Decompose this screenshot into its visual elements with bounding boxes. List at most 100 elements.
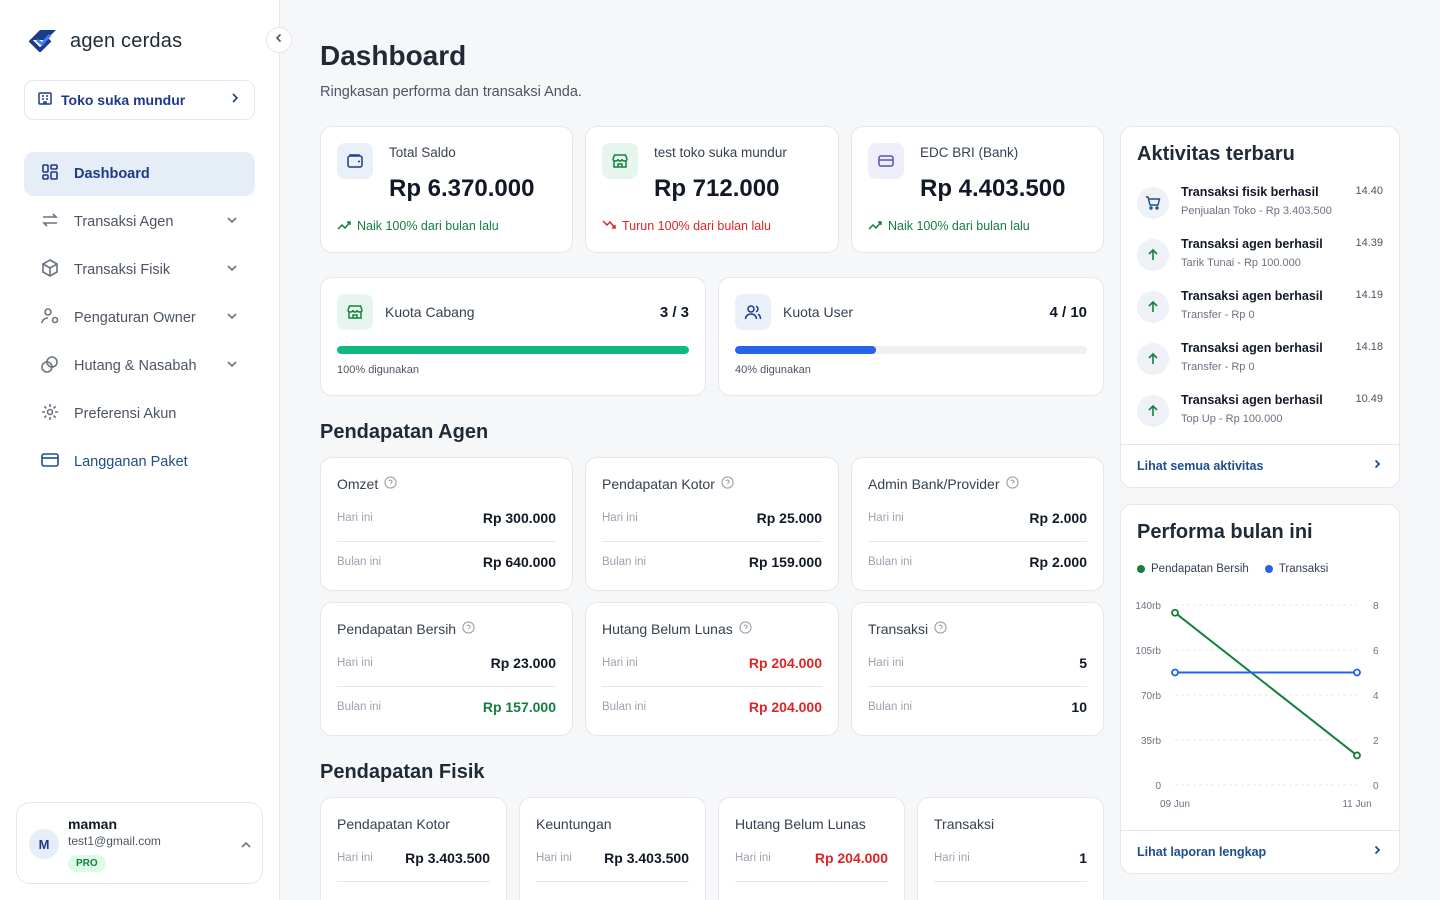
help-icon[interactable] bbox=[1005, 476, 1019, 492]
metric-row-today: Hari ini Rp 204.000 bbox=[602, 655, 822, 671]
quota-card-user: Kuota User 4 / 10 40% digunakan bbox=[718, 277, 1104, 396]
metric-card: Hutang Belum Lunas Hari ini Rp 204.000 bbox=[718, 797, 905, 900]
metric-row-today: Hari ini Rp 300.000 bbox=[337, 510, 556, 526]
y-tick-left: 140rb bbox=[1135, 601, 1161, 612]
activity-item[interactable]: Transaksi fisik berhasil Penjualan Toko … bbox=[1137, 185, 1383, 233]
stat-title: EDC BRI (Bank) bbox=[920, 145, 1019, 160]
metric-card: Pendapatan Kotor Hari ini Rp 3.403.500 bbox=[320, 797, 507, 900]
users-icon bbox=[735, 294, 771, 330]
activity-item[interactable]: Transaksi agen berhasil Top Up - Rp 100.… bbox=[1137, 393, 1383, 441]
metric-row-today: Hari ini Rp 25.000 bbox=[602, 510, 822, 526]
metric-row-month: Bulan ini Rp 640.000 bbox=[337, 554, 556, 570]
wallet-icon bbox=[337, 143, 373, 179]
help-icon[interactable] bbox=[934, 621, 947, 637]
swap-icon bbox=[40, 210, 60, 235]
brand[interactable]: agen cerdas bbox=[28, 26, 182, 57]
metric-card: Transaksi Hari ini 5 Bulan ini 10 bbox=[851, 602, 1104, 736]
sidebar-item-pengaturan-owner[interactable]: Pengaturan Owner bbox=[24, 296, 255, 340]
help-icon[interactable] bbox=[739, 621, 752, 637]
sidebar-item-label: Langganan Paket bbox=[74, 454, 188, 470]
stat-value: Rp 6.370.000 bbox=[389, 175, 535, 202]
divider bbox=[934, 881, 1087, 882]
trend-up-icon bbox=[337, 219, 351, 233]
quota-count: 3 / 3 bbox=[659, 304, 689, 321]
metric-card: Omzet Hari ini Rp 300.000 Bulan ini Rp 640… bbox=[320, 457, 573, 591]
metric-row-month: Bulan ini Rp 204.000 bbox=[602, 699, 822, 715]
y-tick-right: 4 bbox=[1373, 691, 1379, 702]
section-title-fisik: Pendapatan Fisik bbox=[320, 761, 485, 783]
chevron-right-icon bbox=[1371, 843, 1383, 861]
metric-row-today: Hari ini 1 bbox=[934, 850, 1087, 866]
performance-title: Performa bulan ini bbox=[1137, 521, 1313, 543]
quota-card-cabang: Kuota Cabang 3 / 3 100% digunakan bbox=[320, 277, 706, 396]
series-line bbox=[1174, 611, 1358, 757]
sidebar-item-label: Preferensi Akun bbox=[74, 406, 177, 422]
store-icon bbox=[602, 143, 638, 179]
sidebar-item-label: Dashboard bbox=[74, 166, 150, 182]
sidebar-item-transaksi-fisik[interactable]: Transaksi Fisik bbox=[24, 248, 255, 292]
arrow-up-icon bbox=[1137, 291, 1169, 323]
view-report-link[interactable]: Lihat laporan lengkap bbox=[1121, 830, 1399, 873]
arrow-up-icon bbox=[1137, 239, 1169, 271]
sidebar-collapse-button[interactable] bbox=[266, 27, 292, 53]
activity-item[interactable]: Transaksi agen berhasil Tarik Tunai - Rp… bbox=[1137, 237, 1383, 285]
x-tick: 09 Jun bbox=[1160, 799, 1190, 810]
store-icon bbox=[337, 294, 373, 330]
y-tick-right: 0 bbox=[1373, 781, 1379, 792]
chevron-left-icon bbox=[273, 31, 285, 49]
user-name: maman bbox=[68, 816, 118, 832]
sidebar-item-dashboard[interactable]: Dashboard bbox=[24, 152, 255, 196]
sidebar-item-label: Transaksi Agen bbox=[74, 214, 174, 230]
page-subtitle: Ringkasan performa dan transaksi Anda. bbox=[320, 84, 582, 100]
metric-card: Pendapatan Bersih Hari ini Rp 23.000 Bula… bbox=[320, 602, 573, 736]
quota-title: Kuota Cabang bbox=[385, 304, 475, 320]
activity-item[interactable]: Transaksi agen berhasil Transfer - Rp 0 … bbox=[1137, 341, 1383, 389]
sidebar-item-hutang-nasabah[interactable]: Hutang & Nasabah bbox=[24, 344, 255, 388]
metric-title: Admin Bank/Provider bbox=[868, 476, 1019, 492]
y-tick-right: 8 bbox=[1373, 601, 1379, 612]
chevron-down-icon bbox=[225, 309, 239, 328]
metric-title: Transaksi bbox=[934, 816, 995, 832]
metric-row-today: Hari ini Rp 23.000 bbox=[337, 655, 556, 671]
help-icon[interactable] bbox=[721, 476, 734, 492]
metric-title: Hutang Belum Lunas bbox=[735, 816, 866, 832]
stat-value: Rp 4.403.500 bbox=[920, 175, 1066, 202]
y-tick-right: 2 bbox=[1373, 736, 1379, 747]
y-tick-left: 105rb bbox=[1135, 646, 1161, 657]
gear-icon bbox=[40, 402, 60, 427]
sidebar-item-preferensi-akun[interactable]: Preferensi Akun bbox=[24, 392, 255, 436]
help-icon[interactable] bbox=[462, 621, 475, 637]
stat-card-edc: EDC BRI (Bank) Rp 4.403.500 Naik 100% da… bbox=[851, 126, 1104, 253]
divider bbox=[868, 541, 1087, 542]
page-title: Dashboard bbox=[320, 40, 467, 71]
metric-row-today: Hari ini Rp 204.000 bbox=[735, 850, 888, 866]
chevron-up-icon[interactable] bbox=[239, 838, 253, 857]
trend-down-icon bbox=[602, 219, 616, 233]
avatar: M bbox=[29, 829, 59, 859]
activity-item[interactable]: Transaksi agen berhasil Transfer - Rp 0 … bbox=[1137, 289, 1383, 337]
y-tick-left: 35rb bbox=[1141, 736, 1161, 747]
help-icon[interactable] bbox=[384, 476, 397, 492]
sidebar-item-langganan-paket[interactable]: Langganan Paket bbox=[24, 440, 255, 484]
divider bbox=[536, 881, 689, 882]
quota-used-text: 100% digunakan bbox=[337, 364, 419, 376]
metric-row-month: Bulan ini Rp 157.000 bbox=[337, 699, 556, 715]
grid-icon bbox=[40, 162, 60, 187]
performance-panel: Performa bulan ini Pendapatan Bersih Tra… bbox=[1120, 504, 1400, 874]
store-selector[interactable]: Toko suka mundur bbox=[24, 80, 255, 120]
quota-title: Kuota User bbox=[783, 304, 854, 320]
plan-badge: PRO bbox=[68, 855, 106, 872]
view-all-activity-link[interactable]: Lihat semua aktivitas bbox=[1121, 444, 1399, 487]
sidebar-item-transaksi-agen[interactable]: Transaksi Agen bbox=[24, 200, 255, 244]
stat-card-total-saldo: Total Saldo Rp 6.370.000 Naik 100% dari … bbox=[320, 126, 573, 253]
chevron-down-icon bbox=[225, 357, 239, 376]
user-card[interactable]: M maman test1@gmail.com PRO bbox=[16, 802, 263, 884]
arrow-up-icon bbox=[1137, 343, 1169, 375]
sidebar-item-label: Transaksi Fisik bbox=[74, 262, 171, 278]
chevron-down-icon bbox=[225, 213, 239, 232]
quota-progress-bar bbox=[735, 346, 1087, 354]
arrow-up-icon bbox=[1137, 395, 1169, 427]
metric-row-today: Hari ini 5 bbox=[868, 655, 1087, 671]
metric-title: Transaksi bbox=[868, 621, 947, 637]
metric-row-today: Hari ini Rp 2.000 bbox=[868, 510, 1087, 526]
